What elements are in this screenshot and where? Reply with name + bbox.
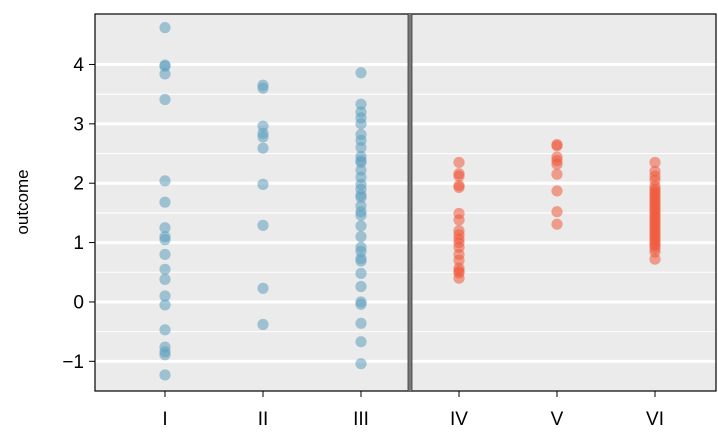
data-point [355,317,367,329]
data-point [551,206,563,218]
plot-border [94,13,717,392]
x-tick-label: III [353,409,369,430]
x-tick-label: V [551,409,564,430]
data-point [159,369,171,381]
x-tick-label: VI [646,409,664,430]
data-point [355,220,367,232]
data-point [257,282,269,294]
data-point [159,248,171,261]
data-point [355,191,367,204]
data-point [355,98,367,110]
data-point [355,358,367,370]
data-point [355,156,367,169]
data-point [453,214,465,226]
data-point [257,318,269,331]
y-axis-title: outcome [13,169,32,234]
data-point [159,222,171,234]
data-point [159,290,171,302]
x-tick-label: IV [450,409,468,430]
y-tick-label: 1 [73,233,84,254]
data-point [355,141,367,154]
data-point [551,140,563,152]
data-point [355,255,367,267]
x-tick-label: II [258,409,269,430]
x-tick-label: I [162,409,167,430]
data-point [159,196,171,208]
y-axis: −1 0 1 2 3 4 [62,55,95,373]
data-point [159,324,171,336]
data-point [453,170,465,182]
y-tick-label: 3 [73,114,84,135]
data-point [453,181,465,193]
data-point [649,253,661,265]
data-point [257,82,269,94]
data-point [159,22,171,34]
data-point [159,273,171,285]
data-point [257,142,269,154]
data-point [355,280,367,293]
panel-right-background [412,14,716,391]
data-point [355,298,367,310]
data-points [159,22,661,381]
data-point [159,93,171,106]
data-point [159,299,171,311]
data-point [551,185,563,197]
data-point [355,336,367,348]
y-tick-label: 2 [73,174,84,195]
panel-divider [408,14,412,391]
data-point [551,158,563,170]
data-point [257,178,269,190]
data-point [159,234,171,246]
data-point [159,349,171,361]
data-point [257,131,269,143]
data-point [159,263,171,275]
y-tick-label: 4 [73,55,84,76]
data-point [355,67,367,79]
x-axis: I II III IV V VI [162,391,664,430]
y-tick-label: 0 [73,292,84,313]
data-point [453,272,465,284]
data-point [159,68,171,80]
data-point [551,218,563,230]
data-point [453,254,465,266]
data-point [551,168,563,180]
data-point [355,231,367,243]
data-point [257,219,269,231]
plot-area [94,13,717,392]
data-point [159,60,171,72]
data-point [159,175,171,187]
data-point [355,209,367,221]
data-point [355,118,367,130]
data-point [355,267,367,280]
y-tick-label: −1 [62,352,84,373]
data-point [453,156,465,169]
data-point [649,156,661,169]
